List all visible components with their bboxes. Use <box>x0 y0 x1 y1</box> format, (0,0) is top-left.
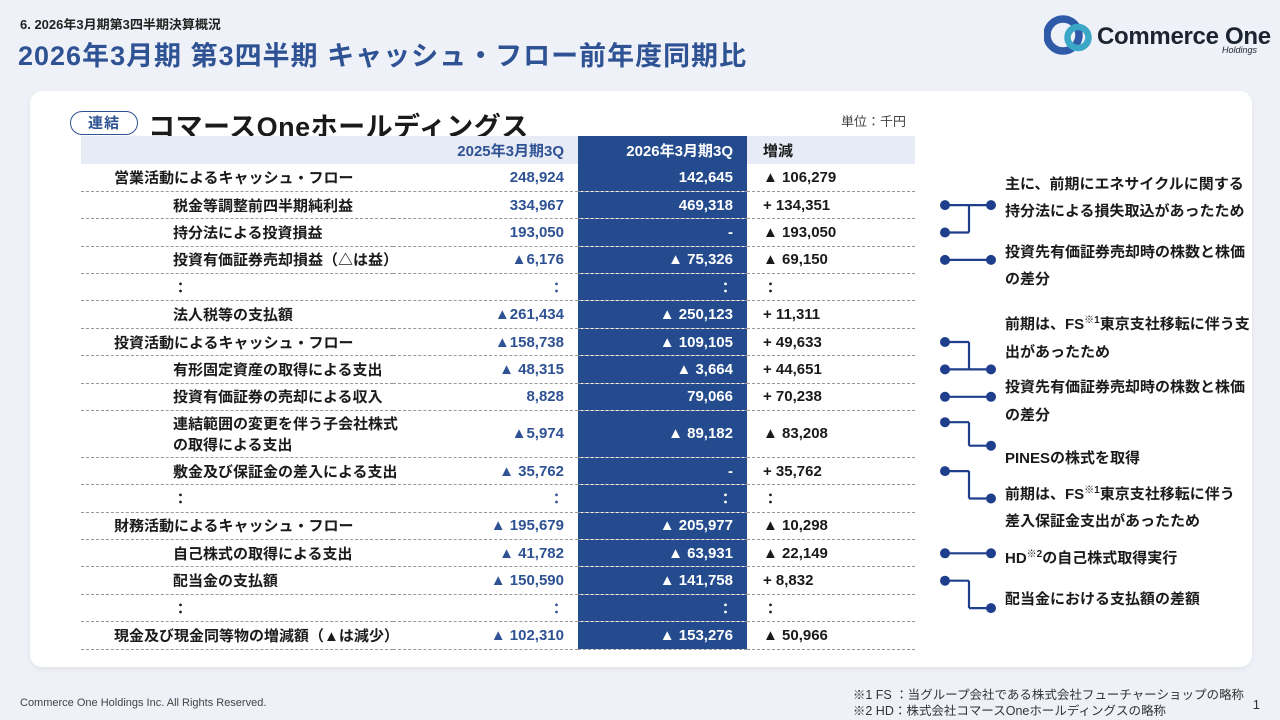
svg-text:Holdings: Holdings <box>1222 45 1258 55</box>
